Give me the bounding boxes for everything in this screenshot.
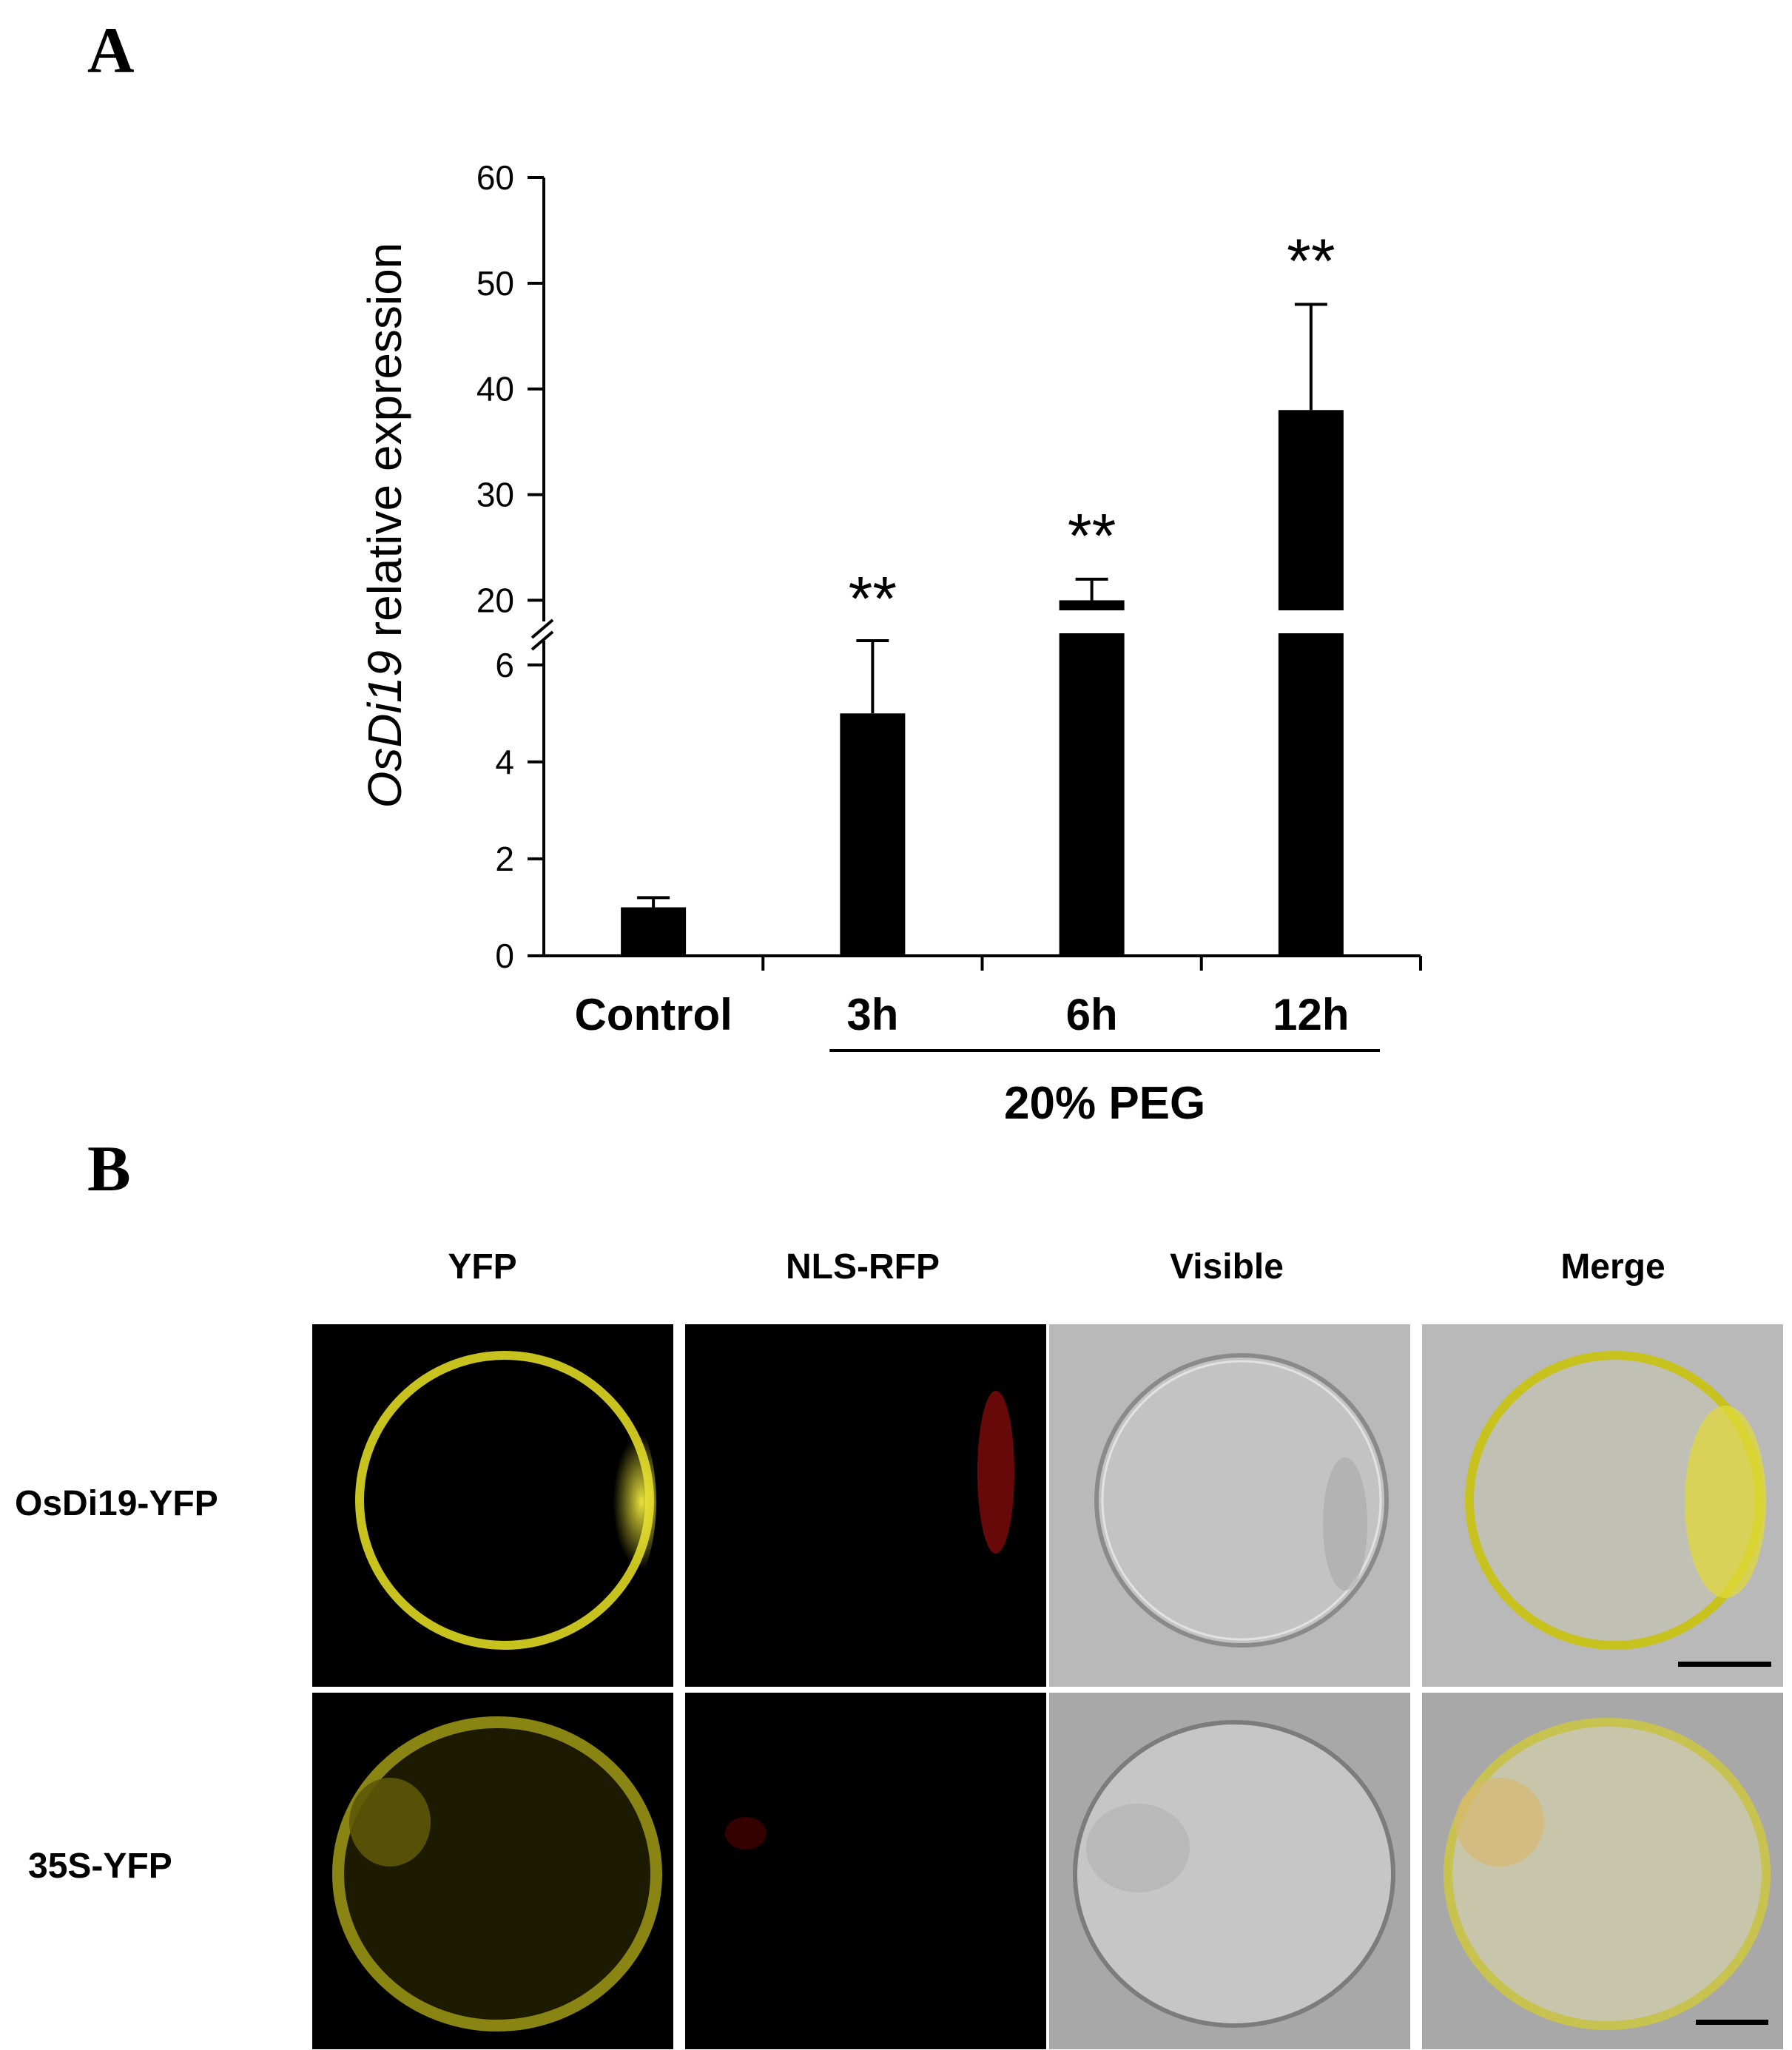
- y-tick-label: 2: [495, 840, 514, 878]
- scale-bar-row1: [1678, 1662, 1771, 1667]
- micrograph-35s-visible: [1049, 1693, 1410, 2049]
- scale-bar-row2: [1696, 2020, 1768, 2025]
- y-tick-label: 50: [476, 264, 514, 303]
- micrograph-osdi19-visible: [1049, 1324, 1410, 1687]
- micrograph-35s-merge: [1422, 1693, 1783, 2049]
- y-axis-label: OsDi19 relative expression: [358, 243, 411, 809]
- micrograph-osdi19-rfp: [685, 1324, 1046, 1687]
- panel-a-label: A: [87, 15, 135, 87]
- micrograph-osdi19-merge: [1422, 1324, 1783, 1687]
- micrograph-35s-rfp: [685, 1693, 1046, 2049]
- bar: [840, 713, 906, 956]
- y-tick-label: 20: [476, 581, 514, 619]
- axis-break-mark: [530, 618, 554, 639]
- axis-break-mark: [530, 630, 554, 651]
- panel-b-label: B: [87, 1133, 131, 1205]
- y-tick-label: 6: [495, 646, 514, 684]
- bar: [1278, 410, 1344, 610]
- significance-mark: **: [849, 564, 897, 633]
- x-tick-label: 3h: [846, 990, 898, 1039]
- y-tick-label: 40: [476, 370, 514, 408]
- y-tick-label: 60: [476, 158, 514, 197]
- bar: [1059, 600, 1125, 610]
- x-tick-label: 6h: [1066, 990, 1118, 1039]
- column-label-yfp: YFP: [448, 1247, 517, 1287]
- bar: [1278, 633, 1344, 956]
- significance-mark: **: [1068, 501, 1116, 570]
- bar: [1059, 633, 1125, 956]
- micrograph-osdi19-yfp: [312, 1324, 673, 1687]
- group-label: 20% PEG: [1004, 1078, 1205, 1129]
- expression-bar-chart: 0 2 4 6 20 30 40 50 60 Control ** 3h ** 6h ** 12h 20% PE…: [358, 158, 1422, 1129]
- column-label-visible: Visible: [1170, 1247, 1284, 1287]
- micrograph-35s-yfp: [312, 1693, 673, 2049]
- column-label-merge: Merge: [1560, 1247, 1665, 1287]
- row-label-osdi19-yfp: OsDi19-YFP: [15, 1484, 218, 1523]
- bar: [621, 907, 687, 956]
- column-label-nls-rfp: NLS-RFP: [786, 1247, 940, 1287]
- x-tick-label: 12h: [1273, 990, 1349, 1039]
- y-tick-label: 0: [495, 937, 514, 975]
- y-tick-label: 30: [476, 476, 514, 514]
- significance-mark: **: [1287, 226, 1335, 295]
- x-tick-label: Control: [574, 990, 732, 1039]
- row-label-35s-yfp: 35S-YFP: [28, 1847, 172, 1886]
- y-tick-label: 4: [495, 743, 514, 781]
